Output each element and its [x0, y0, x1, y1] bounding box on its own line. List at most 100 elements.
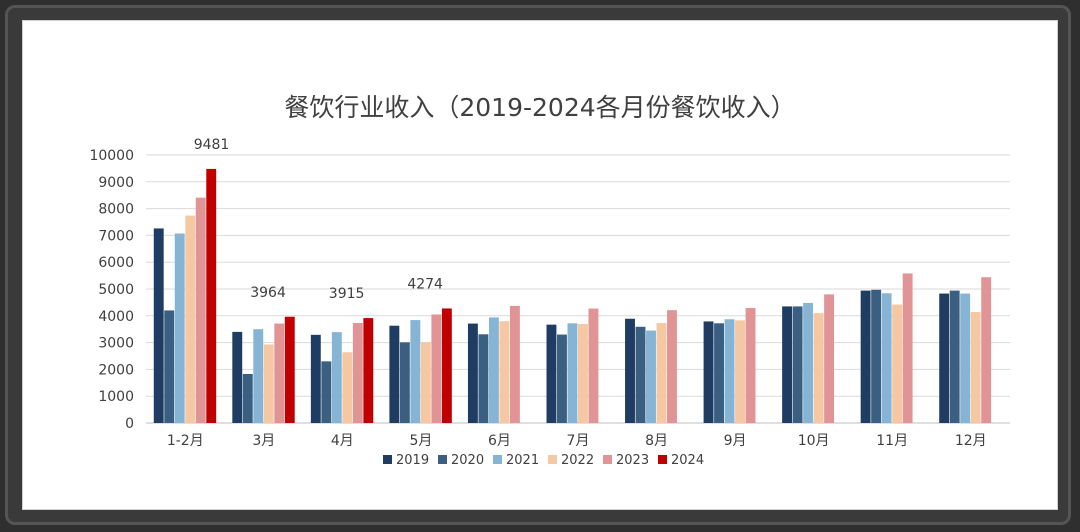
bar-2022-6月: [499, 321, 510, 423]
bar-2021-12月: [960, 293, 971, 423]
bar-2019-7月: [546, 324, 557, 423]
legend-label: 2020: [451, 453, 484, 468]
y-tick-label: 3000: [98, 336, 134, 352]
x-tick-label: 8月: [645, 433, 668, 449]
bar-2023-5月: [431, 314, 442, 423]
bar-2019-3月: [232, 331, 243, 423]
bar-2021-8月: [646, 330, 656, 423]
bar-2020-10月: [792, 306, 803, 423]
x-tick-label: 1-2月: [167, 433, 204, 449]
x-axis: 1-2月 3月 4月 5月 6月 7月 8月 9月 10月 11月 12月: [167, 433, 987, 449]
bar-2024-5月: [441, 308, 452, 423]
legend: 2019 2020 2021 2022 2023 2024: [383, 453, 704, 468]
bar-2022-9月: [735, 320, 745, 423]
bar-2022-1-2月: [185, 215, 196, 423]
bar-2021-6月: [488, 317, 499, 423]
bar-2022-4月: [342, 352, 353, 423]
bar-2019-1-2月: [153, 228, 164, 423]
legend-swatch-2024: [658, 455, 667, 464]
legend-swatch-2022: [548, 455, 557, 464]
y-tick-label: 2000: [98, 362, 134, 378]
y-tick-label: 4000: [98, 309, 134, 325]
x-tick-label: 6月: [488, 433, 511, 449]
bar-2020-9月: [714, 323, 724, 423]
y-tick-label: 7000: [98, 228, 134, 244]
bar-2020-8月: [635, 326, 646, 423]
x-tick-label: 7月: [567, 433, 590, 449]
legend-label: 2022: [561, 453, 594, 468]
x-tick-label: 10月: [798, 433, 830, 449]
bar-2019-11月: [860, 290, 871, 423]
legend-swatch-2020: [438, 455, 447, 464]
bar-2019-10月: [782, 306, 793, 423]
y-tick-label: 1000: [98, 389, 134, 405]
bar-2022-11月: [892, 304, 903, 423]
bar-2021-1-2月: [174, 233, 185, 423]
bar-2019-8月: [625, 318, 635, 423]
bar-2021-9月: [724, 319, 735, 423]
bar-2023-7月: [588, 308, 599, 423]
bar-2024-3月: [284, 316, 295, 423]
bar-2023-9月: [745, 308, 756, 423]
bar-2023-6月: [509, 305, 520, 423]
bar-2021-3月: [253, 329, 264, 423]
legend-label: 2021: [506, 453, 539, 468]
bar-2020-5月: [399, 342, 410, 423]
bar-2021-5月: [410, 320, 421, 423]
bar-2022-12月: [970, 312, 981, 423]
bar-2023-11月: [902, 273, 913, 423]
bar-2023-1-2月: [195, 197, 206, 423]
bar-2019-5月: [389, 325, 400, 423]
bars: [153, 168, 992, 423]
bar-2020-4月: [321, 361, 332, 423]
data-labels: 9481 3964 3915 4274: [194, 137, 443, 302]
bar-2023-8月: [667, 310, 677, 423]
bar-2023-4月: [352, 323, 363, 423]
bar-chart: 餐饮行业收入（2019-2024各月份餐饮收入） 0 1000 2000 3000 40…: [89, 93, 1010, 468]
x-tick-label: 3月: [252, 433, 275, 449]
bar-2021-4月: [331, 332, 342, 423]
bar-2020-12月: [949, 290, 960, 423]
y-tick-label: 6000: [98, 255, 134, 271]
data-label: 4274: [407, 276, 443, 292]
data-label: 3915: [329, 286, 365, 302]
bar-2019-9月: [703, 321, 714, 423]
bar-2022-10月: [813, 313, 824, 423]
legend-label: 2023: [616, 453, 649, 468]
bar-2021-10月: [803, 302, 814, 423]
bar-2020-11月: [871, 289, 882, 423]
bar-2023-10月: [824, 294, 835, 423]
chart-title: 餐饮行业收入（2019-2024各月份餐饮收入）: [284, 93, 795, 122]
legend-label: 2019: [396, 453, 429, 468]
bar-2021-7月: [567, 323, 578, 423]
y-tick-label: 5000: [98, 282, 134, 298]
bar-2019-6月: [467, 323, 478, 423]
legend-swatch-2019: [383, 455, 392, 464]
bar-2020-6月: [478, 334, 489, 423]
bar-2023-3月: [274, 323, 285, 423]
bar-2019-4月: [310, 334, 321, 423]
bar-2022-3月: [263, 344, 274, 423]
x-tick-label: 4月: [331, 433, 354, 449]
bar-2020-1-2月: [164, 310, 175, 423]
bar-2024-1-2月: [206, 168, 217, 423]
legend-swatch-2021: [493, 455, 502, 464]
chart-card: 餐饮行业收入（2019-2024各月份餐饮收入） 0 1000 2000 3000 40…: [22, 20, 1058, 510]
bar-2019-12月: [939, 293, 950, 423]
y-tick-label: 8000: [98, 202, 134, 218]
bar-2022-5月: [420, 342, 431, 423]
bar-2022-7月: [578, 324, 588, 423]
x-tick-label: 5月: [409, 433, 432, 449]
x-tick-label: 9月: [724, 433, 747, 449]
y-tick-label: 10000: [89, 148, 134, 164]
data-label: 3964: [250, 285, 286, 301]
bar-2020-7月: [557, 334, 567, 423]
y-tick-label: 0: [125, 416, 134, 432]
bar-2021-11月: [881, 293, 892, 423]
bar-2024-4月: [363, 318, 374, 423]
legend-label: 2024: [671, 453, 704, 468]
data-label: 9481: [194, 137, 230, 153]
bar-2020-3月: [242, 373, 253, 423]
x-tick-label: 12月: [955, 433, 987, 449]
y-tick-label: 9000: [98, 175, 134, 191]
